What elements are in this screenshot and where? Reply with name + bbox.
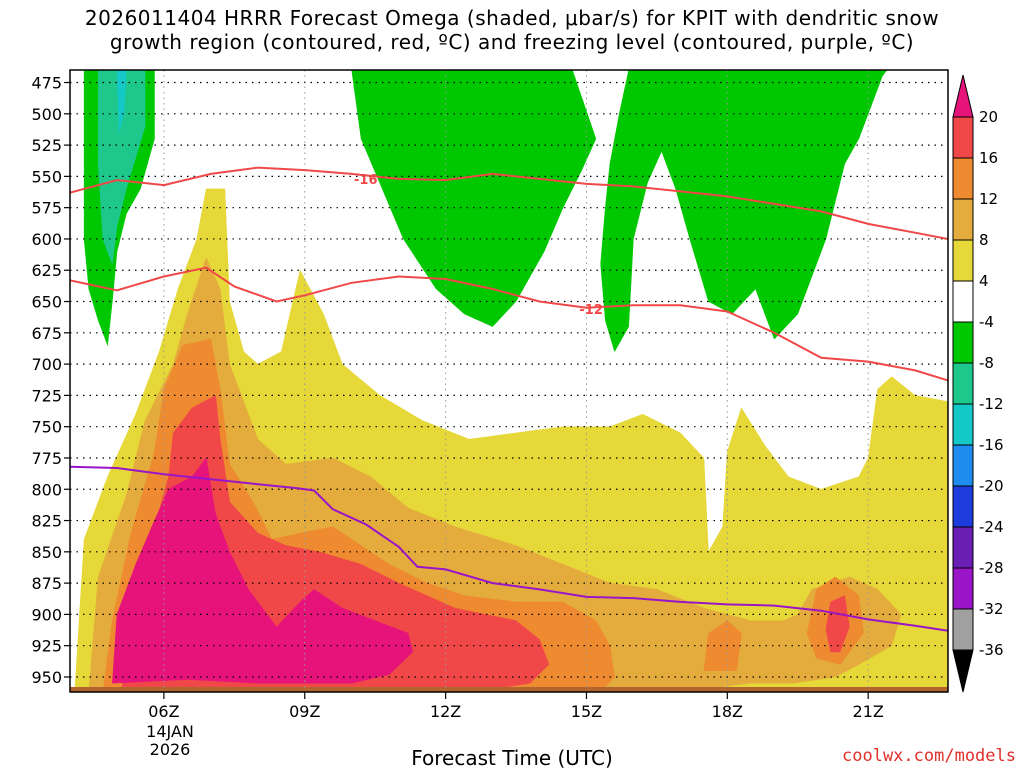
colorbar-tick-label: 20	[979, 108, 998, 126]
y-tick-label: 725	[31, 386, 62, 405]
y-tick-label: 925	[31, 637, 62, 656]
y-tick-label: 575	[31, 199, 62, 218]
date-label-year: 2026	[149, 740, 191, 759]
y-tick-label: 950	[31, 668, 62, 687]
y-tick-label: 700	[31, 355, 62, 374]
y-tick-label: 650	[31, 293, 62, 312]
colorbar-tick-label: 16	[979, 149, 998, 167]
omega-region-11	[97, 70, 146, 265]
omega-region-10	[351, 70, 597, 327]
colorbar-bin	[952, 198, 974, 241]
colorbar-tick-label: 12	[979, 190, 998, 208]
colorbar-tick-label: 4	[979, 272, 989, 290]
colorbar-bin	[952, 526, 974, 569]
omega-region-7	[112, 457, 413, 684]
omega-region-3	[703, 620, 742, 671]
y-tick-label: 550	[31, 167, 62, 186]
colorbar-bin	[952, 444, 974, 487]
plot-frame	[69, 69, 949, 693]
colorbar: 20 16 12 8 4 -4 -8 -12 -16 -20 -24 -28 -32 -36	[952, 74, 1004, 693]
temperature-contours: -16 -12	[70, 166, 948, 632]
omega-region-9	[328, 70, 888, 353]
y-tick-label: 500	[31, 105, 62, 124]
date-label-day: 14JAN	[146, 722, 194, 741]
x-tick-label: 15Z	[571, 702, 602, 721]
x-axis-label: Forecast Time (UTC)	[411, 746, 613, 770]
omega-region-12	[116, 70, 127, 133]
colorbar-bin	[952, 362, 974, 405]
colorbar-tick-label: -4	[979, 313, 994, 331]
y-tick-label: 525	[31, 136, 62, 155]
colorbar-tick-label: -8	[979, 354, 994, 372]
y-tick-label: 775	[31, 449, 62, 468]
colorbar-tick-label: -36	[979, 641, 1004, 659]
x-tick-label: 21Z	[853, 702, 884, 721]
colorbar-bin	[952, 485, 974, 528]
y-tick-label: 875	[31, 574, 62, 593]
colorbar-tick-label: -16	[979, 436, 1004, 454]
contour-line--12	[70, 266, 948, 382]
colorbar-over-arrow	[952, 74, 974, 118]
colorbar-bin	[952, 280, 974, 323]
colorbar-bin	[952, 403, 974, 446]
omega-region-6	[825, 595, 850, 653]
colorbar-tick-label: 8	[979, 231, 989, 249]
grid-lines	[70, 70, 948, 692]
colorbar-bin	[952, 567, 974, 610]
y-tick-label: 825	[31, 512, 62, 531]
chart-title-line-2: growth region (contoured, red, ºC) and f…	[109, 30, 915, 54]
y-axis: 475 500 525 550 575 600 625 650 675 700 725 750 775 8…	[31, 74, 70, 687]
credit-link[interactable]: coolwx.com/models	[842, 746, 1016, 766]
y-tick-label: 800	[31, 480, 62, 499]
colorbar-tick-label: -12	[979, 395, 1004, 413]
colorbar-tick-label: -28	[979, 559, 1004, 577]
colorbar-bin	[952, 157, 974, 200]
contour-label: -12	[579, 303, 603, 318]
chart-title: 2026011404 HRRR Forecast Omega (shaded, …	[0, 6, 1024, 54]
y-tick-label: 675	[31, 324, 62, 343]
y-tick-label: 900	[31, 605, 62, 624]
y-tick-label: 850	[31, 543, 62, 562]
colorbar-bin	[952, 608, 974, 651]
x-tick-label: 18Z	[712, 702, 743, 721]
y-tick-label: 475	[31, 74, 62, 93]
y-tick-label: 600	[31, 230, 62, 249]
colorbar-bin	[952, 239, 974, 282]
x-tick-label: 12Z	[430, 702, 461, 721]
y-tick-label: 625	[31, 261, 62, 280]
contour-line-0	[70, 465, 948, 632]
colorbar-tick-label: -24	[979, 518, 1004, 536]
contour-label: -16	[354, 173, 378, 188]
x-tick-label: 06Z	[148, 702, 179, 721]
y-tick-label: 750	[31, 418, 62, 437]
colorbar-under-arrow	[952, 649, 974, 693]
chart-title-line-1: 2026011404 HRRR Forecast Omega (shaded, …	[84, 6, 940, 30]
colorbar-tick-label: -32	[979, 600, 1004, 618]
colorbar-bin	[952, 321, 974, 364]
ground-surface	[70, 686, 948, 692]
x-axis: 06Z 09Z 12Z 15Z 18Z 21Z	[148, 692, 884, 721]
colorbar-tick-label: -20	[979, 477, 1004, 495]
x-tick-label: 09Z	[289, 702, 320, 721]
contour-line--16	[70, 166, 948, 240]
colorbar-bin	[952, 116, 974, 159]
omega-shading	[70, 70, 948, 692]
